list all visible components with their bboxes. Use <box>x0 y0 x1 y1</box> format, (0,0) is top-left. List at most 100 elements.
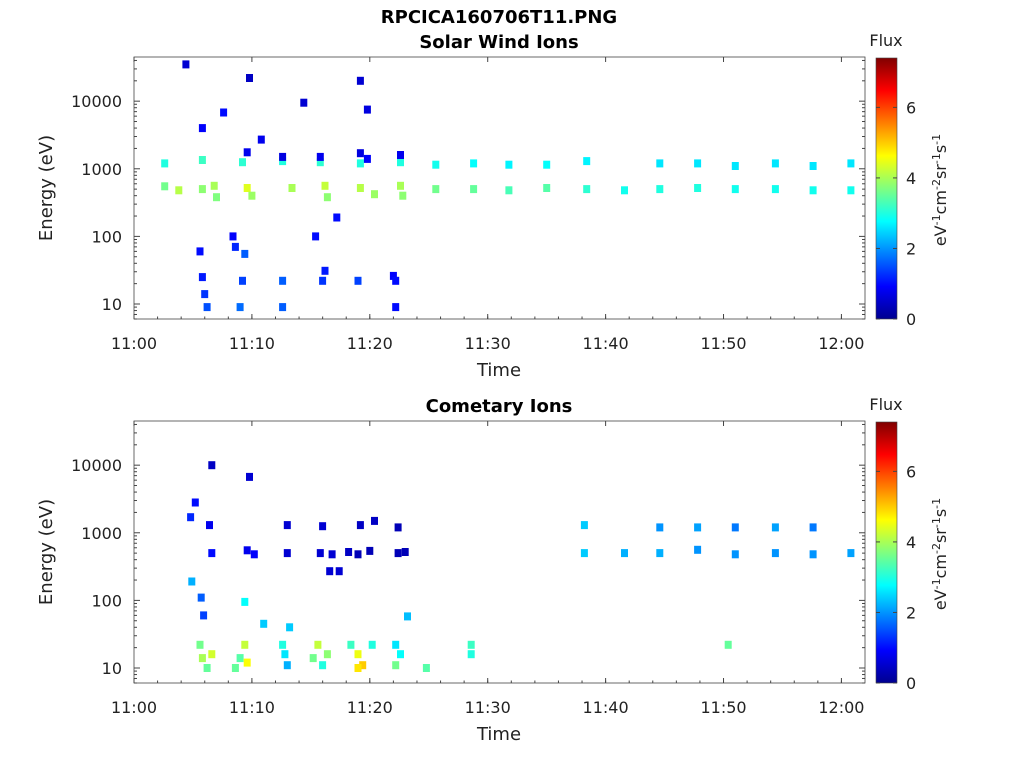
figure-title: RPCICA160706T11.PNG <box>381 7 617 28</box>
data-cell <box>809 162 817 170</box>
colorbar-tick-label: 6 <box>906 98 916 117</box>
data-cell <box>319 661 327 670</box>
data-cell <box>731 162 739 170</box>
data-cell <box>236 654 244 663</box>
data-cell <box>198 156 206 164</box>
data-cell <box>432 185 440 194</box>
data-cell <box>389 271 397 280</box>
data-cell <box>229 232 237 241</box>
colorbar-tick-label: 0 <box>906 674 916 693</box>
data-cell <box>161 182 169 191</box>
solar-wind-title: Solar Wind Ions <box>419 32 578 53</box>
solar-wind-colorbar <box>875 57 898 320</box>
data-cell <box>323 650 331 659</box>
data-cell <box>208 549 216 558</box>
data-cell <box>394 549 402 558</box>
data-cell <box>279 303 287 312</box>
data-cell <box>621 549 628 558</box>
data-cell <box>771 159 779 168</box>
data-cell <box>208 461 216 470</box>
data-cell <box>243 148 251 157</box>
solar-wind-x-ticks: 11:00 11:10 11:20 11:30 11:40 11:50 12:00 <box>111 57 864 353</box>
data-cell <box>323 193 331 202</box>
cometary-colorbar-title: Flux <box>869 395 902 414</box>
data-cell <box>392 640 400 649</box>
data-cell <box>543 184 551 192</box>
data-cell <box>397 181 404 190</box>
data-cell <box>201 290 209 299</box>
y-tick-label: 100 <box>91 227 122 246</box>
data-cell <box>239 276 246 285</box>
cometary-panel: Cometary Ions 11:00 11:10 11:20 11:30 11:40 1… <box>36 395 950 745</box>
solar-wind-panel: Solar Wind Ions 11:00 11:10 11:20 11:30 11:4… <box>36 31 950 381</box>
x-tick-label: 11:50 <box>700 334 746 353</box>
data-cell <box>161 159 169 168</box>
data-cell <box>771 549 779 558</box>
x-tick-label: 11:30 <box>465 698 511 717</box>
y-tick-label: 10 <box>102 295 122 314</box>
y-tick-label: 100 <box>91 591 122 610</box>
data-cell <box>847 186 855 195</box>
data-cell <box>241 249 249 258</box>
data-cell <box>319 276 327 285</box>
data-cell <box>467 640 475 649</box>
solar-wind-plot-area <box>134 57 865 319</box>
data-cell <box>404 612 411 621</box>
solar-wind-x-label: Time <box>476 360 521 381</box>
x-tick-label: 11:20 <box>347 334 393 353</box>
data-cell <box>432 160 440 169</box>
data-cell <box>283 661 291 670</box>
data-cell <box>213 193 220 202</box>
colorbar-tick-label: 0 <box>906 310 916 329</box>
data-cell <box>316 152 324 161</box>
data-cell <box>196 247 204 256</box>
data-cell <box>206 521 213 530</box>
data-cell <box>236 303 244 312</box>
data-cell <box>210 181 218 190</box>
data-cell <box>333 213 341 222</box>
data-cell <box>656 159 664 168</box>
solar-wind-colorbar-ticks: 0 2 4 6 <box>876 98 916 329</box>
data-cell <box>246 74 253 82</box>
data-cell <box>694 545 702 554</box>
x-tick-label: 11:40 <box>583 698 629 717</box>
data-cell <box>321 266 329 275</box>
colorbar-tick-label: 4 <box>906 533 916 552</box>
y-tick-label: 10 <box>102 659 122 678</box>
data-cell <box>182 60 190 69</box>
data-cell <box>422 664 430 672</box>
solar-wind-plot-frame <box>133 56 866 320</box>
data-cell <box>470 159 478 168</box>
data-cell <box>371 190 378 199</box>
data-cell <box>191 498 199 507</box>
data-cell <box>354 276 362 285</box>
colorbar-tick-label: 4 <box>906 169 916 188</box>
data-cell <box>401 548 409 556</box>
data-cell <box>656 523 664 532</box>
data-cell <box>279 157 287 166</box>
data-cell <box>246 472 253 481</box>
data-cell <box>243 658 251 667</box>
data-cell <box>335 567 343 576</box>
data-cell <box>467 650 475 659</box>
data-cell <box>847 159 855 168</box>
cometary-cells <box>187 461 855 672</box>
data-cell <box>243 546 251 555</box>
data-cell <box>203 303 211 312</box>
data-cell <box>241 640 249 649</box>
data-cell <box>356 184 364 192</box>
colorbar-tick-label: 2 <box>906 603 916 622</box>
cometary-x-ticks: 11:00 11:10 11:20 11:30 11:40 11:50 12:00 <box>111 421 864 717</box>
data-cell <box>231 664 239 672</box>
data-cell <box>694 184 702 192</box>
data-cell <box>397 151 404 159</box>
cometary-colorbar <box>875 421 898 684</box>
data-cell <box>257 135 265 144</box>
x-tick-label: 11:30 <box>465 334 511 353</box>
y-tick-label: 1000 <box>81 524 122 543</box>
data-cell <box>694 159 702 168</box>
data-cell <box>580 521 588 530</box>
data-cell <box>250 550 258 559</box>
colorbar-tick-label: 6 <box>906 462 916 481</box>
